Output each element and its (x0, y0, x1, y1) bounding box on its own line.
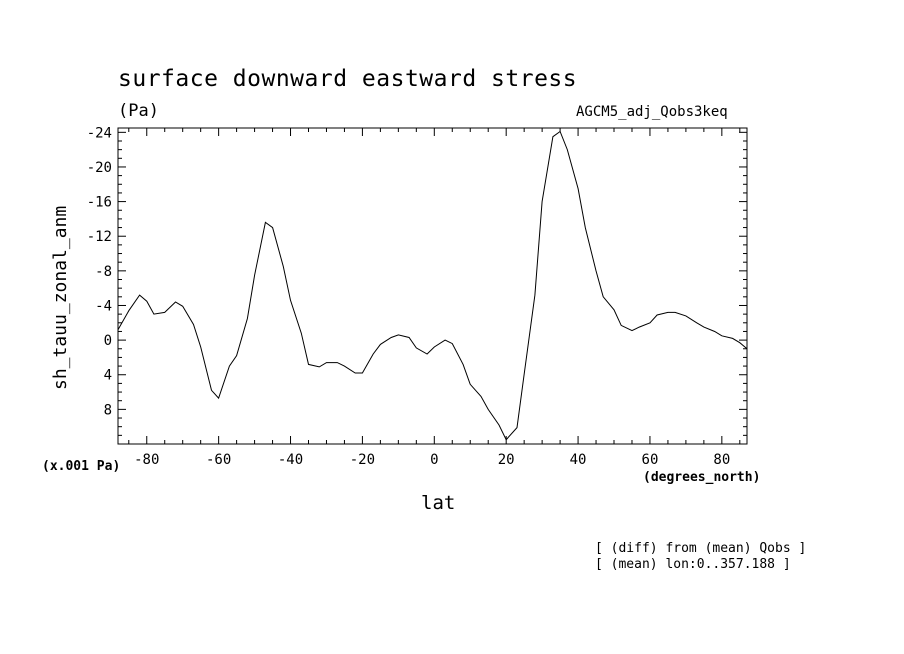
y-tick-label: -8 (95, 264, 112, 280)
x-tick-label: 20 (498, 452, 515, 468)
y-tick-label: 8 (104, 402, 112, 418)
run-label: AGCM5_adj_Qobs3keq (576, 104, 728, 120)
x-tick-label: -20 (350, 452, 375, 468)
y-tick-label: -24 (87, 125, 112, 141)
y-tick-label: -20 (87, 160, 112, 176)
y-tick-label: 0 (104, 333, 112, 349)
y-tick-label: 4 (104, 368, 112, 384)
x-units-label: (degrees_north) (643, 470, 761, 485)
x-tick-label: -60 (206, 452, 231, 468)
x-tick-label: 80 (713, 452, 730, 468)
x-tick-label: -80 (134, 452, 159, 468)
y-scale-note: (x.001 Pa) (42, 459, 121, 474)
x-tick-label: 60 (642, 452, 659, 468)
y-tick-label: -4 (95, 298, 112, 314)
x-tick-label: -40 (278, 452, 303, 468)
x-axis-label: lat (421, 492, 456, 514)
series-line (117, 130, 748, 441)
x-tick-label: 0 (430, 452, 438, 468)
x-tick-label: 40 (570, 452, 587, 468)
chart-title: surface downward eastward stress (118, 66, 578, 92)
units-label: (Pa) (118, 101, 159, 121)
plot-frame (117, 127, 748, 445)
y-tick-label: -12 (87, 229, 112, 245)
note-diff: [ (diff) from (mean) Qobs ] (595, 541, 807, 556)
note-mean: [ (mean) lon:0..357.188 ] (595, 557, 791, 572)
axis-ticks (118, 128, 747, 444)
y-tick-label: -16 (87, 195, 112, 211)
